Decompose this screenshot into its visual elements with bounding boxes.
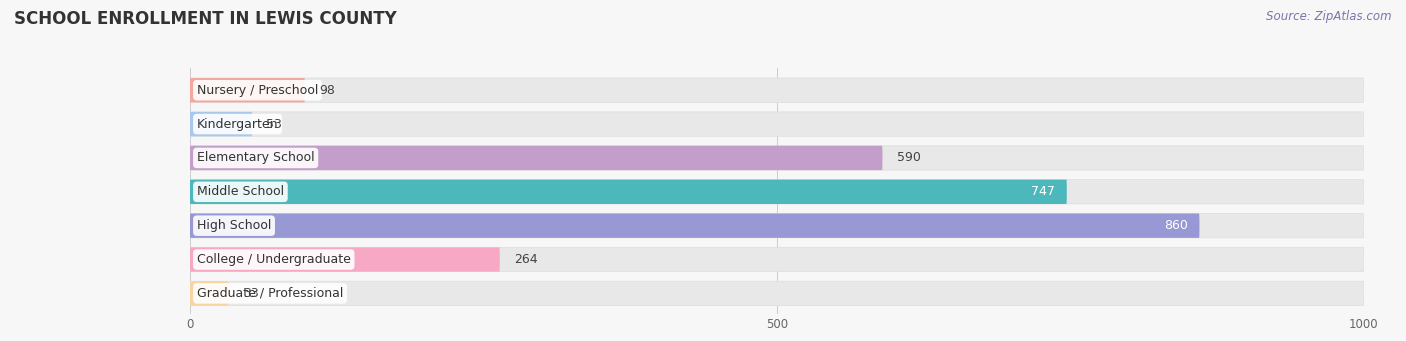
FancyBboxPatch shape xyxy=(190,146,883,170)
FancyBboxPatch shape xyxy=(190,78,305,102)
Text: Kindergarten: Kindergarten xyxy=(197,118,278,131)
Text: High School: High School xyxy=(197,219,271,232)
Text: Nursery / Preschool: Nursery / Preschool xyxy=(197,84,318,97)
FancyBboxPatch shape xyxy=(190,78,1364,102)
FancyBboxPatch shape xyxy=(190,247,1364,272)
Text: Graduate / Professional: Graduate / Professional xyxy=(197,287,343,300)
Text: 860: 860 xyxy=(1164,219,1188,232)
Text: 747: 747 xyxy=(1031,185,1054,198)
Text: Middle School: Middle School xyxy=(197,185,284,198)
Text: 264: 264 xyxy=(513,253,537,266)
FancyBboxPatch shape xyxy=(190,146,1364,170)
Text: 33: 33 xyxy=(243,287,259,300)
Text: 53: 53 xyxy=(266,118,283,131)
Text: Source: ZipAtlas.com: Source: ZipAtlas.com xyxy=(1267,10,1392,23)
FancyBboxPatch shape xyxy=(190,112,252,136)
FancyBboxPatch shape xyxy=(190,180,1364,204)
FancyBboxPatch shape xyxy=(190,112,1364,136)
FancyBboxPatch shape xyxy=(190,281,1364,306)
Text: College / Undergraduate: College / Undergraduate xyxy=(197,253,350,266)
Text: SCHOOL ENROLLMENT IN LEWIS COUNTY: SCHOOL ENROLLMENT IN LEWIS COUNTY xyxy=(14,10,396,28)
FancyBboxPatch shape xyxy=(190,213,1364,238)
FancyBboxPatch shape xyxy=(190,213,1199,238)
FancyBboxPatch shape xyxy=(190,180,1067,204)
FancyBboxPatch shape xyxy=(190,281,229,306)
Text: 98: 98 xyxy=(319,84,335,97)
Text: Elementary School: Elementary School xyxy=(197,151,315,164)
FancyBboxPatch shape xyxy=(190,247,499,272)
Text: 590: 590 xyxy=(897,151,921,164)
